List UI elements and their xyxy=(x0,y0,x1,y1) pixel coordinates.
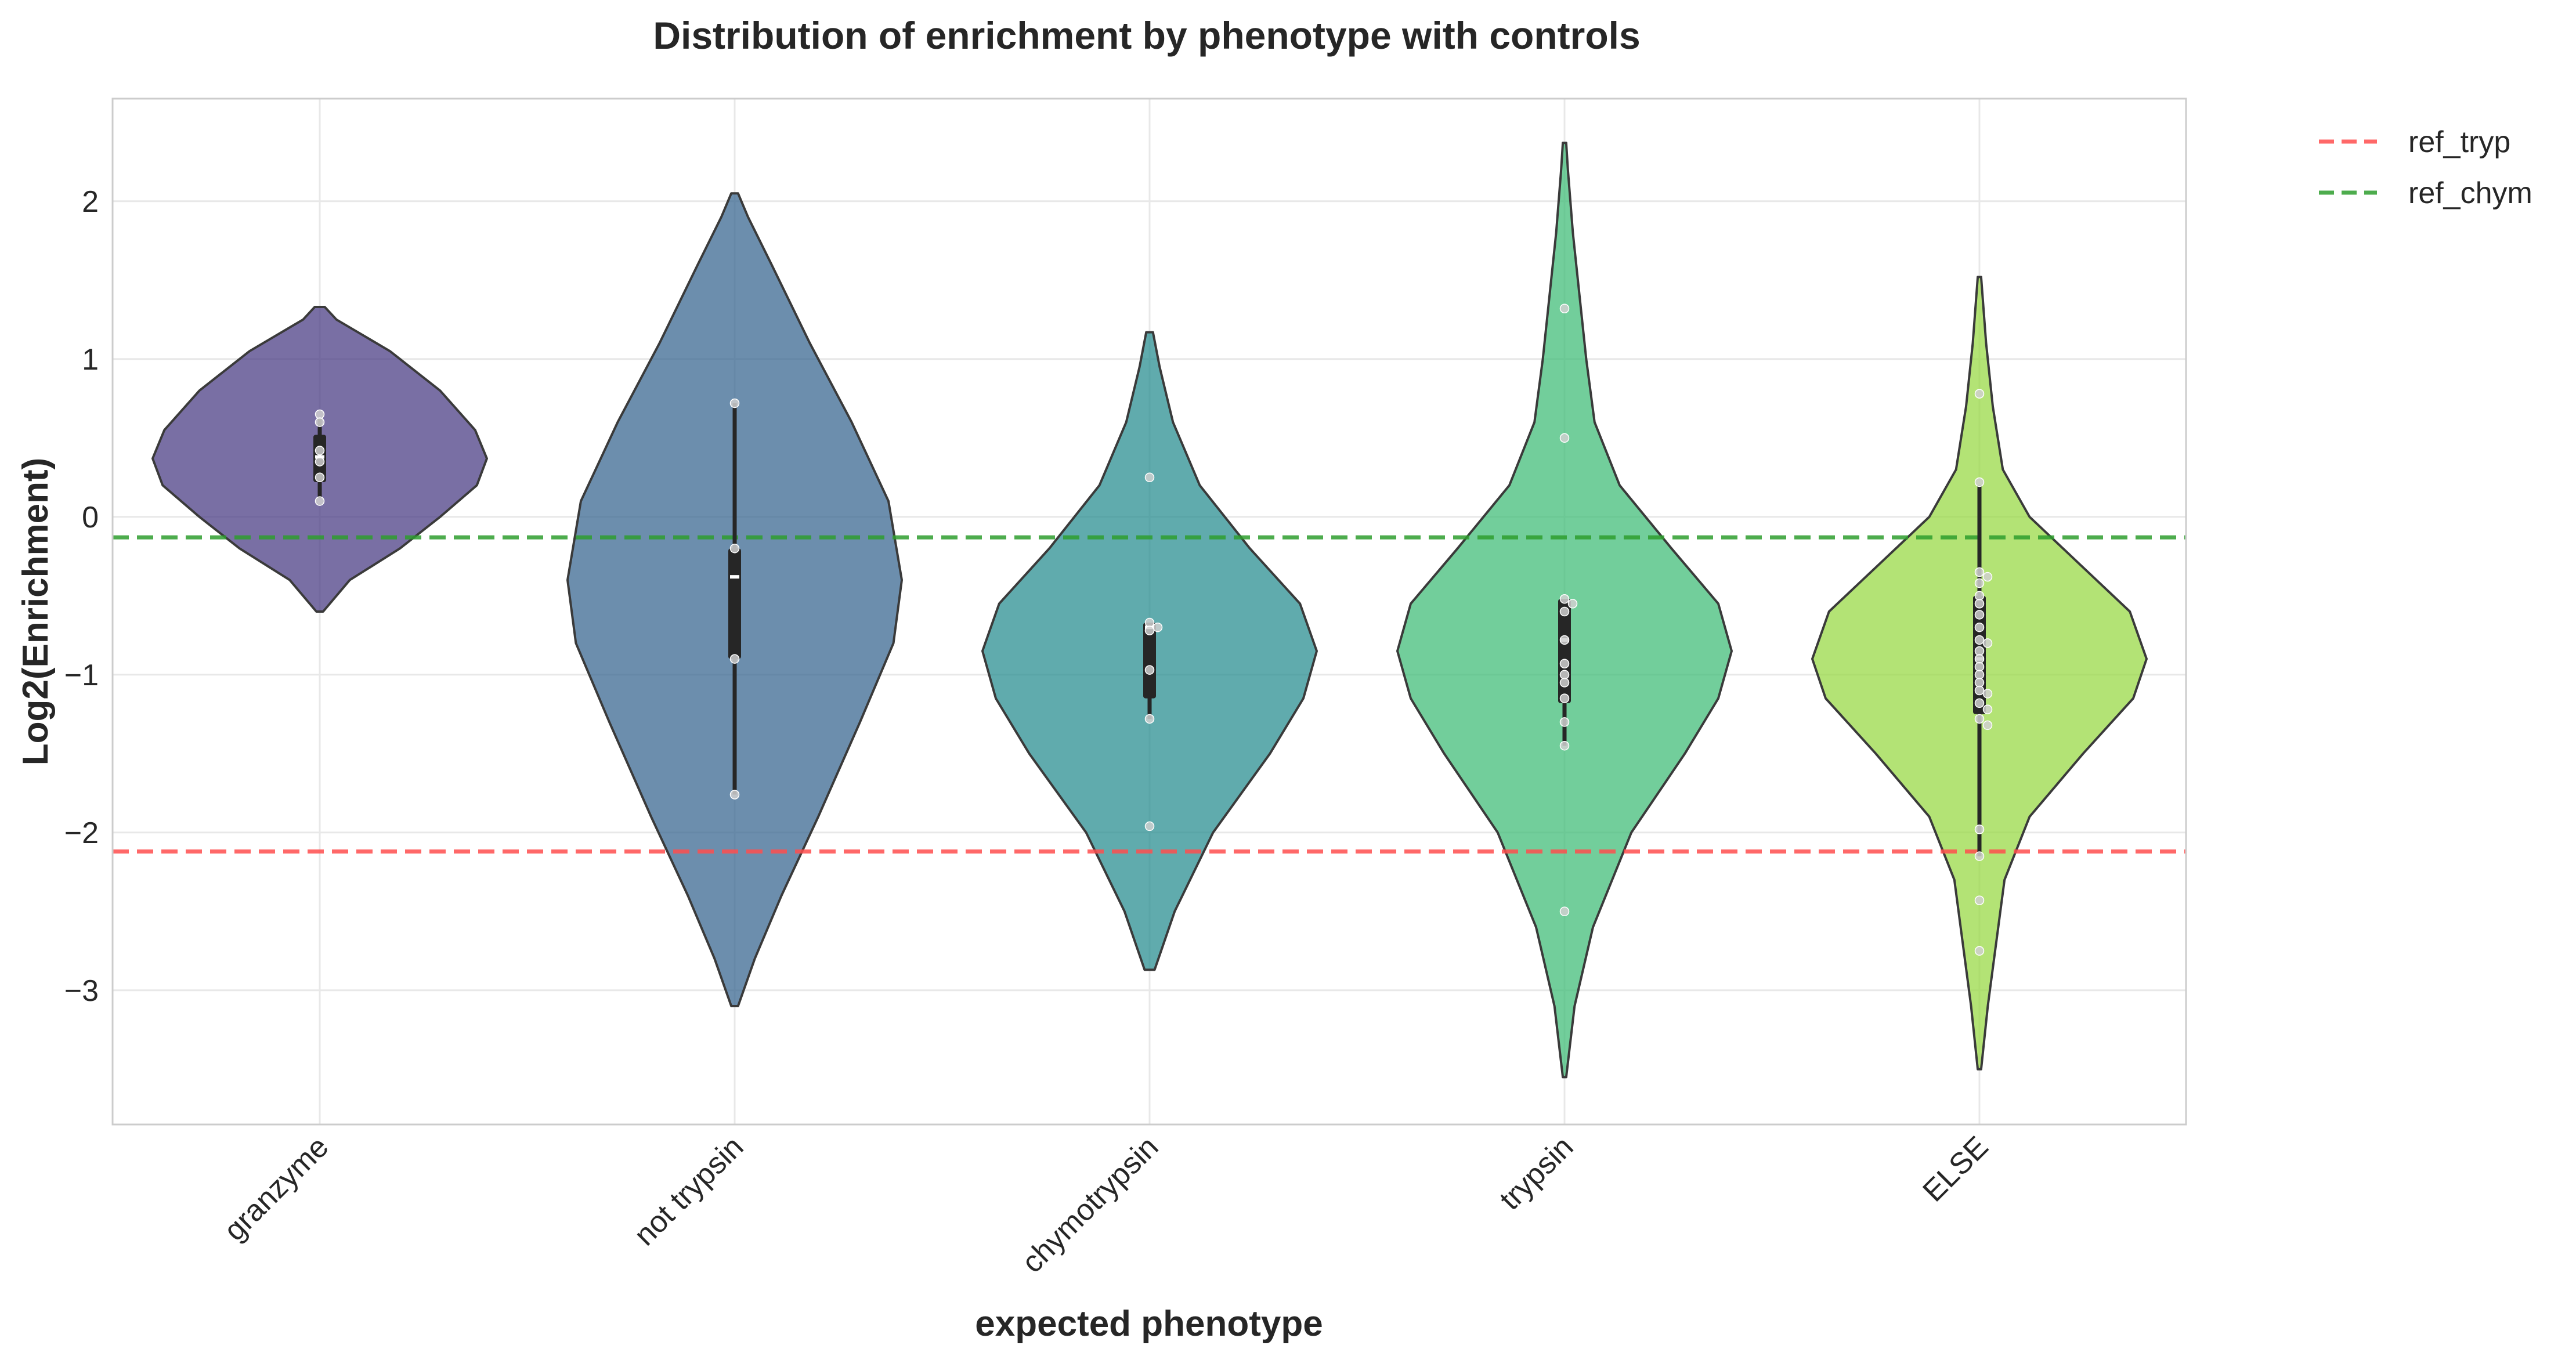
data-point xyxy=(1152,622,1163,632)
x-axis-label: expected phenotype xyxy=(975,1304,1323,1344)
data-point xyxy=(729,543,740,554)
y-tick-label: −1 xyxy=(64,659,99,692)
data-point xyxy=(1974,599,1985,609)
legend: ref_tryp ref_chym xyxy=(2319,125,2532,210)
data-point xyxy=(1974,670,1985,680)
box-iqr xyxy=(728,548,741,659)
data-point xyxy=(1559,606,1570,617)
data-point xyxy=(1982,572,1993,582)
data-point xyxy=(1559,594,1570,604)
legend-label-ref_chym: ref_chym xyxy=(2408,176,2532,210)
data-point xyxy=(729,654,740,664)
data-point xyxy=(315,409,325,420)
y-axis-ticks: 2 1 0 −1 −2 −3 xyxy=(64,185,99,1008)
y-axis-label: Log2(Enrichment) xyxy=(16,458,56,765)
data-point xyxy=(1974,714,1985,724)
data-point xyxy=(1559,433,1570,443)
data-point xyxy=(1559,635,1570,645)
x-tick-label: granzyme xyxy=(218,1130,335,1247)
data-point xyxy=(1982,704,1993,714)
data-point xyxy=(1559,717,1570,727)
data-points xyxy=(315,303,1993,956)
data-point xyxy=(1974,851,1985,861)
data-point xyxy=(1974,646,1985,656)
data-point xyxy=(1982,638,1993,648)
y-tick-label: −2 xyxy=(64,816,99,850)
data-point xyxy=(1974,389,1985,399)
data-point xyxy=(1144,714,1155,724)
data-point xyxy=(1982,689,1993,699)
data-point xyxy=(1974,825,1985,834)
data-point xyxy=(1974,946,1985,956)
data-point xyxy=(1974,678,1985,688)
data-point xyxy=(1974,654,1985,664)
data-point xyxy=(1559,678,1570,688)
y-tick-label: −3 xyxy=(64,974,99,1008)
data-point xyxy=(1974,895,1985,906)
data-point xyxy=(1559,303,1570,314)
y-tick-label: 1 xyxy=(82,343,99,377)
box-iqr xyxy=(1143,623,1156,699)
data-point xyxy=(1559,906,1570,917)
data-point xyxy=(729,398,740,408)
data-point xyxy=(1974,578,1985,588)
data-point xyxy=(1144,617,1155,628)
x-tick-label: chymotrypsin xyxy=(1016,1130,1165,1279)
data-point xyxy=(1559,670,1570,680)
data-point xyxy=(1559,693,1570,703)
data-point xyxy=(1559,659,1570,669)
data-point xyxy=(315,446,325,455)
x-tick-label: not trypsin xyxy=(628,1130,750,1252)
data-point xyxy=(1974,661,1985,672)
data-point xyxy=(1144,472,1155,483)
plot-frame xyxy=(111,97,2187,1126)
data-point xyxy=(1974,591,1985,601)
data-point xyxy=(1974,567,1985,577)
data-point xyxy=(1567,599,1578,609)
data-point xyxy=(1974,610,1985,620)
reference-lines xyxy=(113,535,2186,854)
data-point xyxy=(1974,622,1985,632)
data-point xyxy=(1974,685,1985,696)
x-axis-ticks: granzyme not trypsin chymotrypsin trypsin EL… xyxy=(218,1130,1995,1279)
data-point xyxy=(1559,740,1570,751)
x-tick-label: ELSE xyxy=(1916,1130,1995,1208)
data-point xyxy=(315,496,325,506)
data-point xyxy=(1974,477,1985,487)
data-point xyxy=(1144,665,1155,675)
data-point xyxy=(1144,625,1155,635)
data-point xyxy=(315,417,325,427)
x-tick-label: trypsin xyxy=(1493,1130,1580,1216)
data-point xyxy=(729,790,740,800)
data-point xyxy=(1144,821,1155,831)
y-tick-label: 0 xyxy=(82,501,99,534)
chart-title: Distribution of enrichment by phenotype … xyxy=(653,14,1640,57)
y-tick-label: 2 xyxy=(82,185,99,219)
data-point xyxy=(1974,635,1985,645)
data-point xyxy=(1974,698,1985,708)
data-point xyxy=(1982,720,1993,731)
legend-label-ref_tryp: ref_tryp xyxy=(2408,125,2510,159)
data-point xyxy=(315,472,325,483)
data-point xyxy=(315,457,325,467)
